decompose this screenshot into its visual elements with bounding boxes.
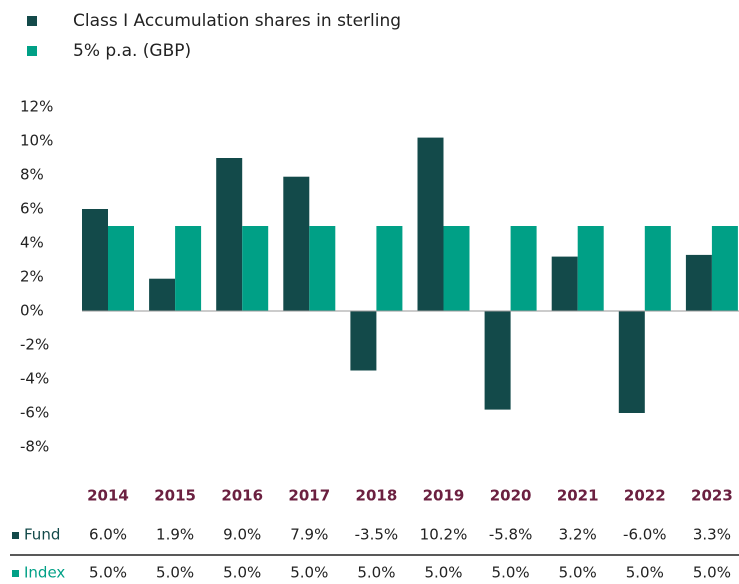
category-label: 2016 bbox=[221, 487, 263, 505]
bar bbox=[577, 226, 604, 311]
bar bbox=[216, 158, 243, 311]
bar bbox=[242, 226, 269, 311]
bar bbox=[309, 226, 336, 311]
legend-swatch bbox=[27, 46, 37, 56]
y-tick-label: 4% bbox=[20, 234, 44, 252]
table-value: 1.9% bbox=[156, 526, 194, 544]
table-value: 5.0% bbox=[626, 564, 664, 582]
table-swatch bbox=[12, 532, 19, 539]
table-row-label: Index bbox=[24, 564, 65, 582]
y-tick-label: 2% bbox=[20, 268, 44, 286]
table-value: 5.0% bbox=[559, 564, 597, 582]
bar bbox=[175, 226, 202, 311]
bar bbox=[82, 209, 108, 311]
bar bbox=[108, 226, 134, 311]
bar bbox=[484, 311, 511, 410]
y-tick-label: 12% bbox=[20, 98, 53, 116]
table-value: 5.0% bbox=[156, 564, 194, 582]
y-tick-label: 0% bbox=[20, 302, 44, 320]
bar bbox=[618, 311, 645, 413]
table-value: 5.0% bbox=[89, 564, 127, 582]
table-row-label: Fund bbox=[24, 526, 60, 544]
y-tick-label: -8% bbox=[20, 438, 49, 456]
table-value: 5.0% bbox=[357, 564, 395, 582]
category-label: 2015 bbox=[154, 487, 196, 505]
bar bbox=[551, 256, 578, 311]
category-label: 2019 bbox=[423, 487, 465, 505]
bar bbox=[417, 137, 444, 311]
y-tick-label: -6% bbox=[20, 404, 49, 422]
category-label: 2014 bbox=[87, 487, 129, 505]
table-swatch bbox=[12, 570, 19, 577]
bar bbox=[443, 226, 470, 311]
category-label: 2022 bbox=[624, 487, 666, 505]
table-value: 3.3% bbox=[693, 526, 731, 544]
bar bbox=[644, 226, 671, 311]
table-value: 7.9% bbox=[290, 526, 328, 544]
category-label: 2018 bbox=[356, 487, 398, 505]
table-value: 5.0% bbox=[492, 564, 530, 582]
bar bbox=[510, 226, 537, 311]
bar bbox=[283, 176, 310, 311]
table-value: 5.0% bbox=[223, 564, 261, 582]
y-tick-label: 8% bbox=[20, 166, 44, 184]
bar bbox=[149, 278, 176, 311]
table-value: 5.0% bbox=[290, 564, 328, 582]
table-value: -6.0% bbox=[623, 526, 667, 544]
legend-swatch bbox=[27, 16, 37, 26]
table-value: 5.0% bbox=[693, 564, 731, 582]
table-value: 9.0% bbox=[223, 526, 261, 544]
category-label: 2021 bbox=[557, 487, 599, 505]
table-value: -3.5% bbox=[355, 526, 399, 544]
y-tick-label: -2% bbox=[20, 336, 49, 354]
legend-label: Class I Accumulation shares in sterling bbox=[73, 11, 401, 31]
y-tick-label: 10% bbox=[20, 132, 53, 150]
legend-label: 5% p.a. (GBP) bbox=[73, 41, 191, 61]
y-tick-label: 6% bbox=[20, 200, 44, 218]
table-value: 10.2% bbox=[420, 526, 468, 544]
bar bbox=[685, 254, 712, 311]
category-label: 2017 bbox=[288, 487, 330, 505]
y-tick-label: -4% bbox=[20, 370, 49, 388]
table-value: 3.2% bbox=[559, 526, 597, 544]
table-value: -5.8% bbox=[489, 526, 533, 544]
category-label: 2020 bbox=[490, 487, 532, 505]
bar bbox=[376, 226, 403, 311]
category-label: 2023 bbox=[691, 487, 733, 505]
table-value: 6.0% bbox=[89, 526, 127, 544]
bar bbox=[711, 226, 738, 311]
bar bbox=[350, 311, 377, 371]
table-value: 5.0% bbox=[424, 564, 462, 582]
